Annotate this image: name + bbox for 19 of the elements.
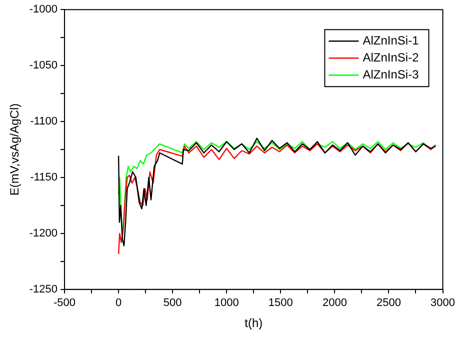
- y-tick-label: -1250: [29, 283, 58, 296]
- y-tick-label: -1150: [30, 172, 58, 184]
- x-tick-label: 1000: [214, 297, 239, 310]
- x-axis-title: t(h): [244, 316, 263, 330]
- x-tick-label: 2000: [322, 297, 347, 310]
- y-axis-title: E(mV,vsAg/AgCl): [8, 103, 22, 196]
- y-tick-label: -1100: [30, 116, 58, 128]
- legend-label: AlZnInSi-2: [362, 50, 420, 64]
- x-tick-label: -500: [54, 297, 76, 310]
- y-tick-label: -1000: [29, 4, 58, 16]
- y-tick-label: -1200: [29, 227, 58, 240]
- x-tick-label: 1500: [268, 297, 293, 310]
- x-tick-label: 500: [163, 297, 182, 310]
- y-tick-label: -1050: [29, 60, 58, 72]
- x-tick-label: 0: [116, 297, 122, 310]
- legend-label: AlZnInSi-1: [362, 33, 420, 48]
- x-tick-label: 2500: [376, 297, 401, 310]
- legend-label: AlZnInSi-3: [362, 67, 420, 82]
- x-tick-label: 3000: [430, 297, 456, 310]
